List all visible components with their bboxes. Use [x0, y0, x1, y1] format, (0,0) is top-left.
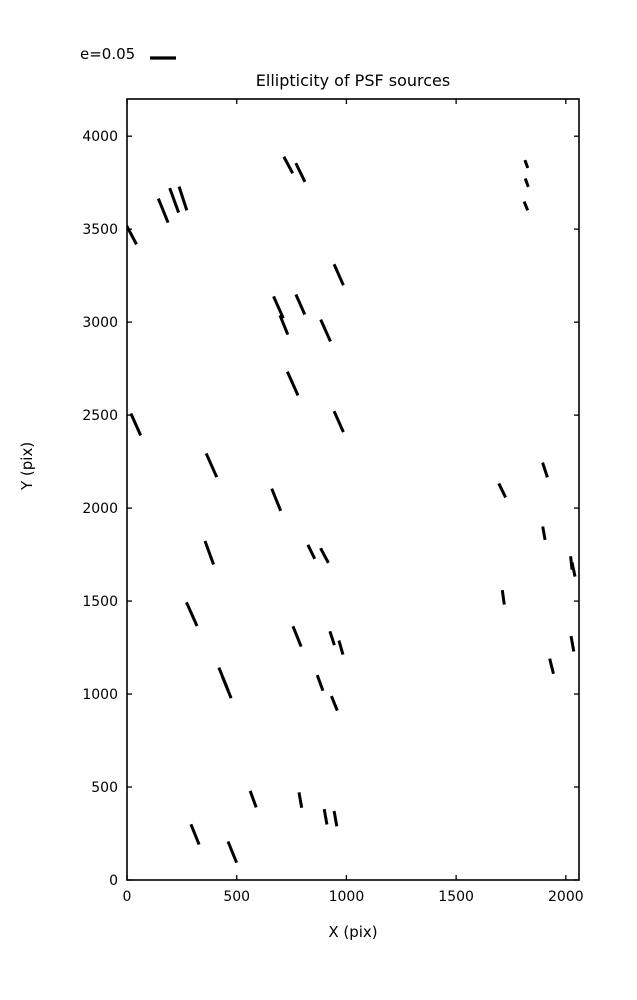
whisker-segment	[226, 840, 238, 864]
whisker-segment	[497, 482, 507, 499]
y-tick-label: 2500	[82, 408, 118, 424]
whisker-segment	[297, 792, 304, 808]
x-axis-label: X (pix)	[328, 923, 378, 941]
y-tick-label: 3000	[82, 315, 118, 331]
whisker-segment	[168, 187, 181, 214]
y-tick-label: 4000	[82, 129, 118, 145]
whisker-segment	[569, 635, 576, 652]
whisker-segment	[294, 293, 307, 316]
legend-text: e=0.05	[80, 45, 136, 63]
whisker-segment	[156, 197, 170, 224]
whisker-segment	[541, 526, 547, 541]
whisker-segment	[500, 589, 506, 605]
whisker-segment	[322, 808, 329, 825]
legend-label-ellipticity-scale: e=0.05	[80, 47, 135, 62]
whisker-segment	[291, 625, 303, 648]
whisker-segment	[278, 314, 290, 336]
whisker-segment	[282, 156, 294, 174]
whisker-segment	[328, 630, 336, 646]
whisker-segment	[523, 178, 530, 188]
whisker-segment	[177, 186, 189, 211]
whisker-segment	[337, 640, 345, 655]
whisker-segment	[270, 488, 283, 512]
y-tick-label: 2000	[82, 501, 118, 517]
whisker-segment	[541, 462, 549, 478]
whisker-segment	[203, 540, 215, 565]
whisker-segment	[319, 318, 332, 343]
page-title: Ellipticity of PSF sources	[255, 71, 451, 90]
whisker-segment	[570, 562, 577, 577]
x-tick-label: 1000	[329, 889, 365, 905]
x-tick-label: 2000	[548, 889, 584, 905]
whisker-segment	[248, 790, 258, 808]
whisker-segment	[523, 159, 530, 169]
whisker-segment	[330, 695, 339, 712]
whisker-segment	[129, 412, 143, 436]
whisker-segment	[319, 547, 330, 564]
x-tick-label: 0	[123, 889, 132, 905]
whisker-segment	[189, 823, 201, 846]
whisker-segment	[315, 674, 325, 692]
whisker-segment	[127, 224, 138, 246]
y-tick-label: 1000	[82, 687, 118, 703]
y-axis-ticks: 0 500 1000 1500 2000 2500 3000 3500 4000	[82, 129, 579, 889]
whisker-segment	[272, 295, 285, 319]
axes-frame	[126, 98, 580, 881]
x-tick-label: 500	[223, 889, 250, 905]
whisker-segment	[332, 263, 345, 286]
x-tick-label: 1500	[438, 889, 474, 905]
whisker-segment	[522, 201, 530, 211]
whisker-segment	[185, 601, 199, 627]
whisker-segment	[548, 658, 555, 675]
y-tick-label: 3500	[82, 222, 118, 238]
whisker-segment	[286, 371, 300, 396]
y-tick-label: 500	[91, 780, 118, 796]
x-axis-ticks: 0 500 1000 1500 2000	[123, 99, 584, 905]
whisker-series	[127, 156, 577, 864]
y-tick-label: 0	[109, 873, 118, 889]
y-tick-label: 1500	[82, 594, 118, 610]
whisker-segment	[332, 410, 345, 433]
whisker-segment	[306, 544, 317, 560]
whisker-segment	[221, 676, 233, 699]
whisker-segment	[204, 452, 219, 478]
whisker-segment	[294, 162, 307, 183]
whisker-segment	[332, 810, 339, 827]
